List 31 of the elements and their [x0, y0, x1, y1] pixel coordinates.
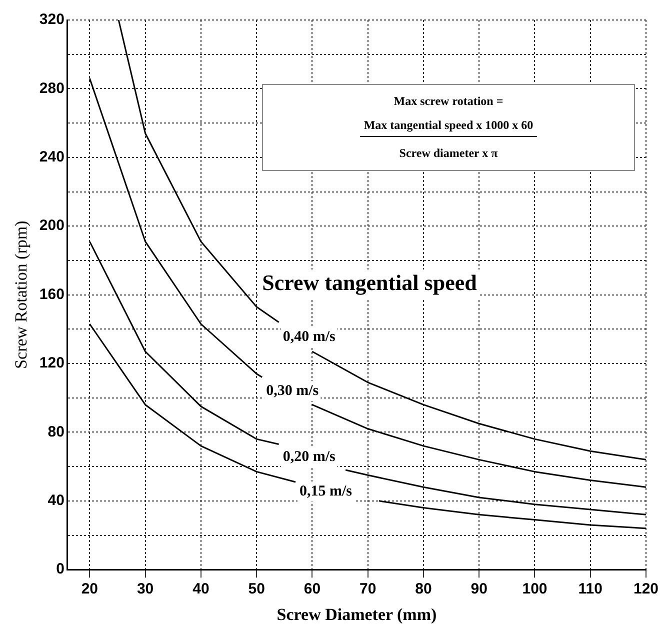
x-axis-title: Screw Diameter (mm) — [276, 605, 437, 624]
x-tick-label: 50 — [248, 580, 265, 598]
series-label: 0,15 m/s — [300, 483, 352, 500]
y-tick-label: 200 — [39, 217, 64, 234]
annotation: Max tangential speed x 1000 x 60 — [360, 118, 538, 137]
x-tick-label: 100 — [522, 580, 548, 598]
series-label: 0,20 m/s — [282, 448, 336, 465]
x-tick-label: 40 — [192, 580, 210, 598]
annotation: Max screw rotation = — [394, 94, 504, 109]
y-tick-label: 240 — [39, 148, 64, 166]
legend-title: Screw tangential speed — [262, 270, 477, 296]
annotation: Screw diameter x π — [399, 146, 498, 161]
y-tick-label: 0 — [56, 560, 64, 578]
x-tick-label: 90 — [470, 580, 488, 598]
x-tick-label: 80 — [415, 580, 432, 598]
x-tick-label: 70 — [359, 580, 376, 598]
y-tick-label: 40 — [48, 492, 64, 510]
series-label: 0,40 m/s — [282, 328, 336, 345]
x-tick-label: 110 — [578, 580, 602, 598]
y-tick-label: 280 — [39, 80, 64, 97]
y-axis-title: Screw Rotation (rpm) — [12, 220, 31, 369]
x-tick-label: 30 — [136, 580, 154, 598]
y-tick-label: 120 — [39, 354, 64, 372]
x-tick-label: 20 — [81, 580, 98, 598]
y-tick-label: 320 — [39, 11, 64, 28]
series-label: 0,30 m/s — [266, 382, 319, 399]
x-tick-label: 60 — [304, 580, 321, 598]
formula-box: Max screw rotation = Max tangential speed x 1000 x 60 Screw diameter x π — [262, 84, 635, 172]
y-tick-label: 160 — [39, 286, 64, 303]
y-tick-label: 80 — [48, 423, 64, 440]
x-tick-label: 120 — [633, 580, 659, 598]
